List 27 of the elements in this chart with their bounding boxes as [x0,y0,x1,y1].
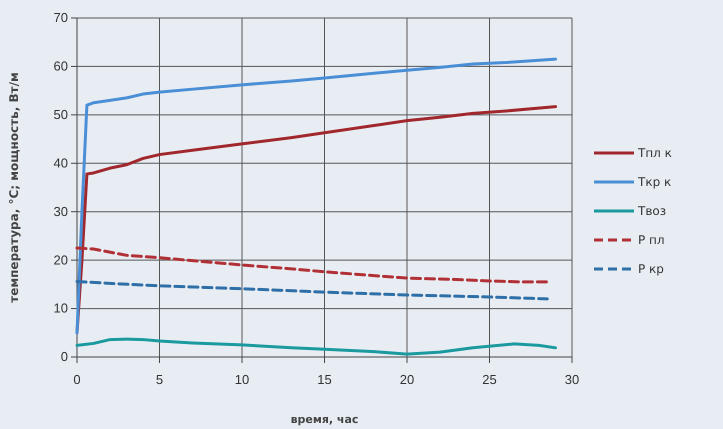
x-axis-title: время, час [290,413,358,426]
legend-label: Р пл [638,233,665,247]
y-tick-label: 70 [54,10,68,26]
x-tick-label: 30 [564,372,580,388]
x-tick-label: 0 [73,372,81,388]
legend-label: Tкр к [637,175,672,189]
y-tick-label: 10 [54,300,68,316]
legend-label: Tпл к [637,146,672,160]
y-tick-label: 50 [54,107,68,122]
line-series [76,280,549,300]
y-tick-label: 0 [60,349,68,364]
y-axis-title: температура, °C; мощность, Вт/м [7,72,21,303]
x-tick-label: 25 [482,372,497,388]
x-tick-label: 10 [234,372,250,388]
y-tick-label: 40 [54,155,68,170]
line-series [76,58,557,334]
x-tick-label: 5 [156,372,164,388]
legend-label: Tвоз [637,204,666,218]
x-tick-label: 20 [400,372,414,388]
x-tick-label: 15 [317,372,332,388]
line-series [76,246,549,284]
line-series [76,105,557,334]
line-series [76,338,557,356]
y-tick-label: 20 [54,252,68,268]
legend-label: Р кр [638,262,664,276]
y-tick-label: 60 [54,58,68,74]
y-tick-label: 30 [54,204,68,219]
